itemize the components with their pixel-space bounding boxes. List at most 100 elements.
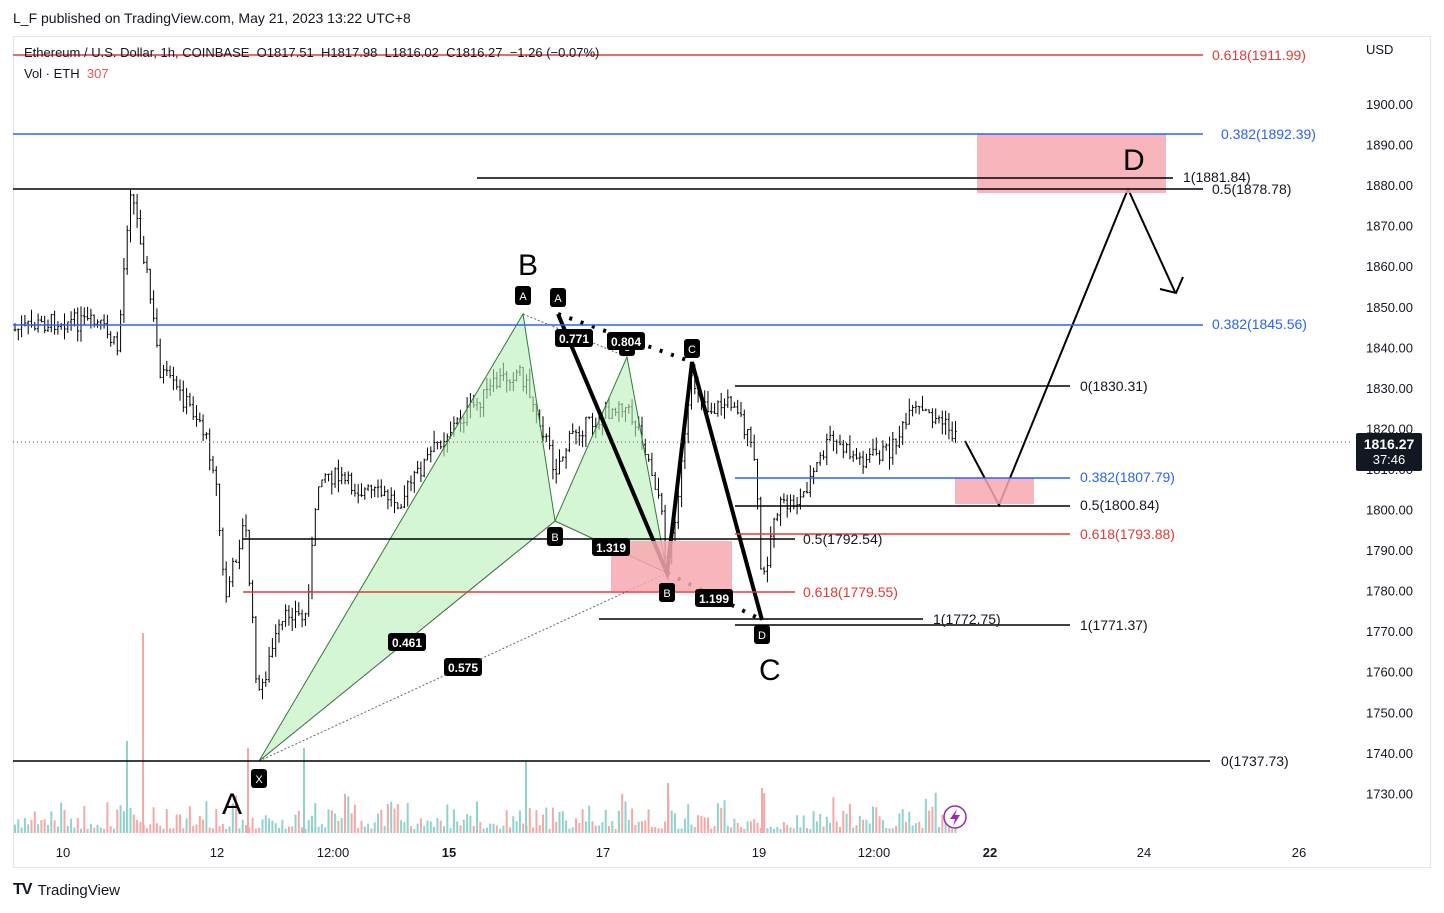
volume-bar [782,821,785,833]
volume-bar [449,828,452,833]
volume-bar [710,828,713,833]
fib-lines [13,54,1210,762]
volume-bar [911,825,914,833]
pattern-point-badge: X [251,769,267,788]
price-axis: 1900.00 1890.00 1880.00 1870.00 1860.00 1850.… [1366,97,1413,801]
volume-bar [37,824,40,833]
price-tick: 1890.00 [1366,138,1413,153]
volume-bar [707,817,709,833]
volume-bar [485,827,488,833]
wave-label-a: A [222,788,242,821]
volume-bar [198,816,201,833]
volume-bar [419,818,422,833]
svg-text:1.319: 1.319 [596,541,626,555]
volume-bar [129,807,132,833]
time-tick: 22 [983,845,997,860]
volume-bar [799,827,802,833]
volume-bar [231,803,234,833]
volume-bar [868,823,871,833]
volume-bar [30,819,33,833]
bar-countdown: 37:46 [1372,452,1406,467]
time-tick: 12:00 [858,845,891,860]
volume-bar [53,820,56,833]
price-tick: 1790.00 [1366,543,1413,558]
legend-high: H1817.98 [321,45,378,60]
time-tick: 15 [442,845,456,860]
volume-bar [330,810,333,833]
volume-bar [535,810,538,833]
volume-bar [522,823,525,833]
volume-bar [502,825,505,833]
volume-bar [683,818,686,833]
volume-bar [571,827,574,833]
volume-bar [218,825,221,833]
volume-bar [588,805,591,833]
volume-bar [149,824,152,833]
price-tick: 1830.00 [1366,381,1413,396]
volume-bar [730,827,733,833]
currency-label[interactable]: USD [1366,42,1394,57]
volume-bar [241,819,244,833]
volume-histogram [14,633,957,833]
abcd-pattern-black[interactable] [556,312,764,622]
volume-bar [169,828,172,833]
volume-bar [891,828,894,833]
harmonic-pattern-xabcd[interactable] [258,312,668,762]
legend-symbol: Ethereum / U.S. Dollar, 1h, COINBASE [24,45,250,60]
volume-bar [264,815,267,833]
volume-bar [740,827,742,833]
volume-bar [353,804,356,833]
volume-bar [674,813,676,833]
volume-bar [693,827,696,833]
volume-bar [258,827,261,833]
volume-bar [66,825,69,833]
volume-bar [578,823,581,833]
volume-bar [126,741,128,833]
fib-label: 0(1737.73) [1221,753,1289,769]
volume-bar [532,827,535,833]
fib-label: 0.5(1792.54) [803,531,882,547]
volume-bar [611,821,614,833]
volume-bar [713,826,716,833]
volume-bar [439,820,442,833]
svg-text:B: B [663,588,670,600]
volume-bar [155,823,158,833]
volume-bar [294,814,297,833]
volume-bar [845,813,848,833]
volume-bar [367,823,370,833]
volume-bar [822,826,825,833]
volume-bar [598,825,601,833]
price-tick: 1760.00 [1366,665,1413,680]
price-tick: 1880.00 [1366,178,1413,193]
volume-bar [278,827,280,833]
legend-volume: Vol · ETH 307 [24,66,109,81]
volume-bar [116,809,119,833]
fib-label: 0.382(1845.56) [1212,316,1307,332]
fib-labels: 0.618(1911.99) 0.382(1892.39) 1(1881.84)… [803,47,1316,769]
volume-bar [208,827,211,833]
volume-bar [386,804,389,833]
volume-bar [238,828,241,833]
volume-bar [162,828,165,833]
volume-bar [703,817,706,833]
volume-bar [459,825,462,833]
legend-change: −1.26 (−0.07%) [509,45,600,60]
volume-bar [895,826,898,833]
volume-bar [756,822,759,833]
projection-path[interactable] [964,186,1184,508]
buy-zone-small [955,478,1034,504]
volume-bar [347,796,350,833]
volume-bar [918,821,921,833]
volume-bar [225,828,228,833]
lightning-icon[interactable] [943,805,967,829]
chart-frame[interactable] [13,36,1431,868]
tradingview-brand: TradingView [37,881,120,899]
volume-bar [542,814,544,833]
legend-vol-value: 307 [86,66,109,81]
volume-bar [697,815,700,833]
volume-bar [528,808,531,833]
volume-bar [307,819,310,833]
tradingview-footer[interactable]: TV TradingView [13,881,120,899]
volume-bar [152,807,155,833]
